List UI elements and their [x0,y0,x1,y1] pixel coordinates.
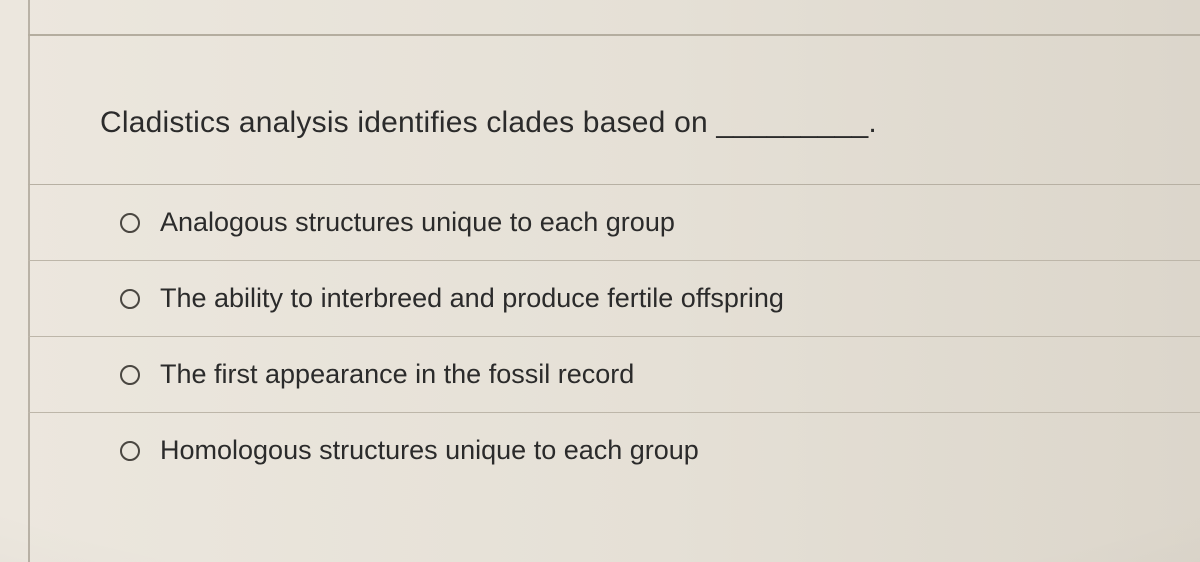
radio-unchecked-icon [118,211,142,235]
option-label: The ability to interbreed and produce fe… [160,283,784,314]
option-label: Homologous structures unique to each gro… [160,435,699,466]
content-area: Cladistics analysis identifies clades ba… [28,36,1200,562]
option-label: The first appearance in the fossil recor… [160,359,634,390]
quiz-card: Cladistics analysis identifies clades ba… [0,0,1200,562]
question-text: Cladistics analysis identifies clades ba… [28,36,1200,185]
option-row-1[interactable]: The ability to interbreed and produce fe… [28,261,1200,337]
question-label: Cladistics analysis identifies clades ba… [100,106,877,139]
option-row-2[interactable]: The first appearance in the fossil recor… [28,337,1200,413]
radio-unchecked-icon [118,363,142,387]
option-label: Analogous structures unique to each grou… [160,207,675,238]
radio-unchecked-icon [118,287,142,311]
option-row-0[interactable]: Analogous structures unique to each grou… [28,185,1200,261]
radio-unchecked-icon [118,439,142,463]
option-row-3[interactable]: Homologous structures unique to each gro… [28,413,1200,488]
